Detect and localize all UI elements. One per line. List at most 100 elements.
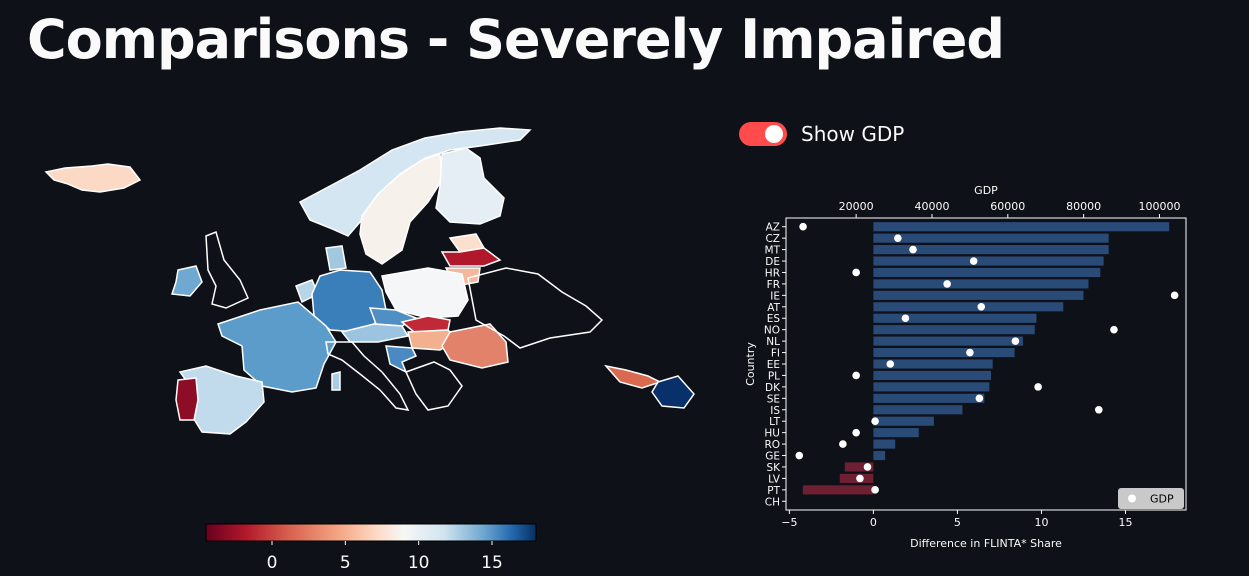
y-tick-label: EE (767, 359, 780, 371)
bar-group (802, 222, 1170, 495)
map-svg (44, 127, 695, 435)
bar-dk (873, 382, 990, 392)
map-region-poland[interactable] (381, 267, 469, 319)
x-tick-label: 5 (954, 516, 961, 529)
bar-at (873, 302, 1064, 312)
map-region-iceland[interactable] (44, 163, 142, 193)
comparison-bar-chart: AZCZMTDEHRFRIEATESNONLFIEEPLDKSEISLTHURO… (744, 184, 1187, 550)
y-tick-label: IS (770, 405, 780, 417)
gdp-dot-dk (1034, 383, 1042, 391)
y-tick-label: CZ (765, 233, 780, 245)
y-tick-label: IE (770, 290, 780, 302)
bar-ie (873, 290, 1084, 300)
gdp-dot-ro (839, 440, 847, 448)
map-region-azerbaijan[interactable] (651, 375, 695, 409)
map-region-balkans (404, 361, 463, 411)
gdp-dot-cz (894, 234, 902, 242)
gdp-dot-lv (856, 474, 864, 483)
colorbar-tick-label: 15 (481, 553, 503, 573)
y-tick-label: AZ (766, 222, 780, 234)
page-title: Comparisons - Severely Impaired (27, 8, 1005, 71)
y-tick-label: HR (765, 267, 780, 279)
gdp-tick-label: 60000 (990, 200, 1025, 213)
y-axis-label: Country (744, 342, 757, 386)
bar-de (873, 256, 1104, 266)
colorbar-gradient (205, 523, 537, 542)
bar-nl (873, 336, 1023, 346)
map-region-uk (205, 230, 249, 309)
map-region-georgia[interactable] (603, 364, 662, 389)
y-tick-label: DK (765, 382, 781, 394)
map-region-denmark[interactable] (325, 245, 347, 271)
map-region-portugal[interactable] (175, 377, 199, 421)
y-tick-label: CH (765, 496, 780, 508)
bar-se (873, 393, 985, 403)
y-tick-label: MT (765, 245, 781, 257)
map-region-ireland[interactable] (170, 265, 203, 297)
gdp-dot-ee (886, 360, 895, 368)
map-region-sweden[interactable] (359, 152, 443, 265)
bar-is (873, 405, 963, 415)
colorbar-tick-label: 0 (267, 553, 278, 573)
bar-cz (873, 233, 1109, 243)
chart-legend: GDP (1118, 488, 1184, 509)
gdp-dot-pl (852, 371, 860, 380)
show-gdp-label: Show GDP (801, 122, 905, 146)
gdp-dot-at (977, 303, 986, 311)
bar-az (873, 222, 1170, 232)
toggle-knob (765, 125, 783, 143)
map-region-romania[interactable] (441, 323, 509, 369)
y-tick-label: SK (766, 462, 781, 474)
gdp-dot-se (975, 394, 984, 403)
legend-label: GDP (1150, 493, 1174, 506)
y-tick-label: SE (767, 393, 780, 405)
bar-lt (873, 416, 934, 426)
map-region-france[interactable] (217, 301, 337, 393)
y-tick-label: HU (764, 428, 780, 440)
y-tick-label: AT (767, 302, 780, 314)
y-tick-label: RO (764, 439, 780, 451)
europe-choropleth-map (30, 110, 710, 450)
y-tick-label: ES (767, 313, 781, 325)
gdp-dot-mt (909, 245, 917, 254)
gdp-dot-hu (852, 428, 860, 437)
show-gdp-toggle[interactable] (739, 122, 787, 146)
map-region-croatia[interactable] (385, 345, 418, 374)
gdp-dot-no (1110, 325, 1118, 334)
show-gdp-toggle-row[interactable]: Show GDP (739, 122, 904, 146)
colorbar-tick-label: 5 (340, 553, 351, 573)
gdp-dot-lt (871, 417, 879, 425)
gdp-tick-label: 100000 (1138, 200, 1180, 213)
legend-marker (1128, 494, 1136, 503)
bar-mt (873, 245, 1109, 255)
y-tick-label: LT (769, 416, 780, 428)
y-axis-ticks: AZCZMTDEHRFRIEATESNONLFIEEPLDKSEISLTHURO… (764, 222, 786, 508)
map-region-slovakia[interactable] (400, 315, 451, 333)
gdp-dot-nl (1011, 337, 1020, 345)
bar-fi (873, 347, 1015, 358)
legend-box (1118, 488, 1184, 509)
bar-ge (873, 450, 886, 461)
colorbar-tick-label: 10 (408, 553, 430, 573)
x-tick-label: −5 (781, 516, 797, 529)
bar-es (873, 313, 1037, 323)
map-colorbar: 0 5 10 15 (205, 523, 537, 573)
y-tick-label: LV (768, 473, 781, 485)
map-region-latvia[interactable] (440, 247, 502, 267)
gdp-dot-ge (795, 451, 804, 460)
y-tick-label: FI (771, 348, 780, 360)
bar-hu (873, 428, 919, 438)
gdp-axis-label: GDP (974, 184, 998, 197)
bar-ee (873, 359, 993, 369)
bar-hr (873, 267, 1101, 278)
map-region-norway[interactable] (298, 127, 532, 237)
gdp-tick-label: 80000 (1066, 200, 1101, 213)
x-tick-label: 10 (1034, 516, 1048, 529)
x-axis-ticks: −5 0 5 10 15 (781, 510, 1132, 529)
gdp-dot-es (901, 314, 910, 323)
y-tick-label: FR (767, 279, 780, 291)
y-tick-label: GE (765, 451, 780, 463)
map-region-sardinia (331, 371, 341, 391)
map-region-finland[interactable] (435, 147, 505, 225)
x-tick-label: 15 (1118, 516, 1132, 529)
